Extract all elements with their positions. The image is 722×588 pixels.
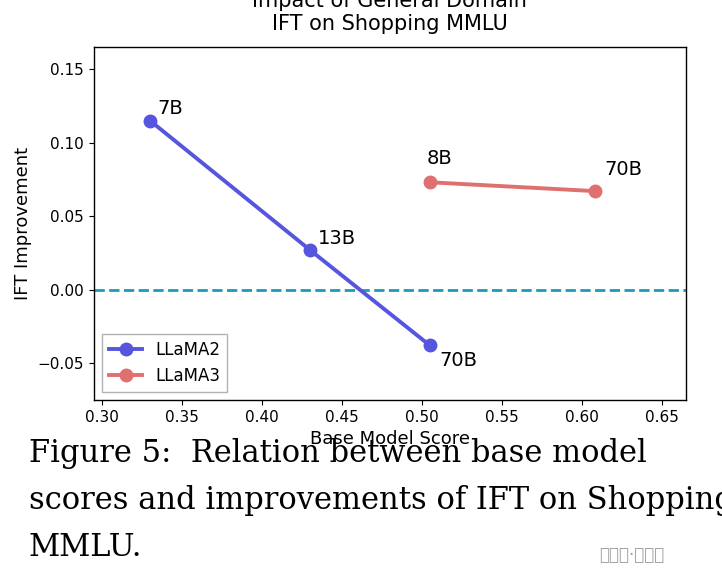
LLaMA2 — [305, 246, 314, 253]
Text: 70B: 70B — [604, 161, 643, 179]
Text: scores and improvements of IFT on Shopping: scores and improvements of IFT on Shoppi… — [29, 485, 722, 516]
LLaMA3 — [591, 188, 599, 195]
Title: Impact of General Domain
IFT on Shopping MMLU: Impact of General Domain IFT on Shopping… — [253, 0, 527, 34]
Text: 7B: 7B — [158, 99, 183, 118]
Legend: LLaMA2, LLaMA3: LLaMA2, LLaMA3 — [103, 334, 227, 392]
Text: MMLU.: MMLU. — [29, 532, 142, 563]
LLaMA3 — [425, 179, 434, 186]
Line: LLaMA3: LLaMA3 — [424, 176, 601, 198]
Text: 8B: 8B — [427, 149, 453, 168]
Text: Figure 5:  Relation between base model: Figure 5: Relation between base model — [29, 438, 647, 469]
Y-axis label: IFT Improvement: IFT Improvement — [14, 147, 32, 300]
Text: 13B: 13B — [318, 229, 356, 248]
Text: 70B: 70B — [440, 350, 477, 370]
X-axis label: Base Model Score: Base Model Score — [310, 430, 470, 448]
LLaMA2 — [425, 342, 434, 349]
Text: 公众号·量子位: 公众号·量子位 — [599, 546, 664, 564]
Line: LLaMA2: LLaMA2 — [144, 114, 436, 352]
LLaMA2 — [146, 117, 155, 124]
